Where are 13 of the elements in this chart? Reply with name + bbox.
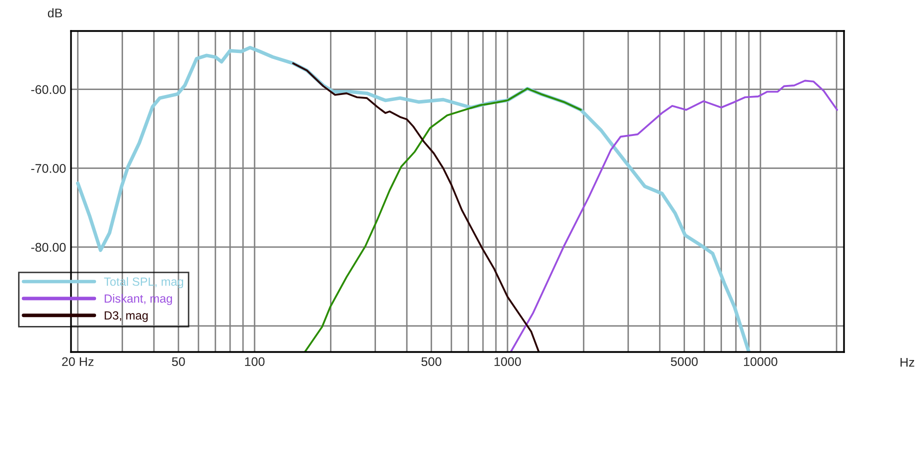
x-tick-label: 1000 — [494, 357, 521, 366]
x-tick-label: 20 Hz — [62, 357, 94, 366]
y-tick-label: -80.00 — [31, 242, 66, 252]
x-tick-label: 10000 — [744, 357, 778, 366]
x-axis-title: Hz — [900, 358, 914, 367]
text: D3, mag — [104, 311, 148, 322]
x-tick-label: 100 — [245, 357, 265, 366]
x-tick-label: 5000 — [670, 357, 698, 366]
y-tick-label: -70.00 — [31, 164, 66, 173]
x-tick-label: 500 — [421, 357, 442, 366]
y-tick-label: -60.00 — [31, 85, 66, 94]
x-tick-label: 50 — [172, 357, 185, 366]
y-axis-title: dB — [48, 8, 62, 18]
